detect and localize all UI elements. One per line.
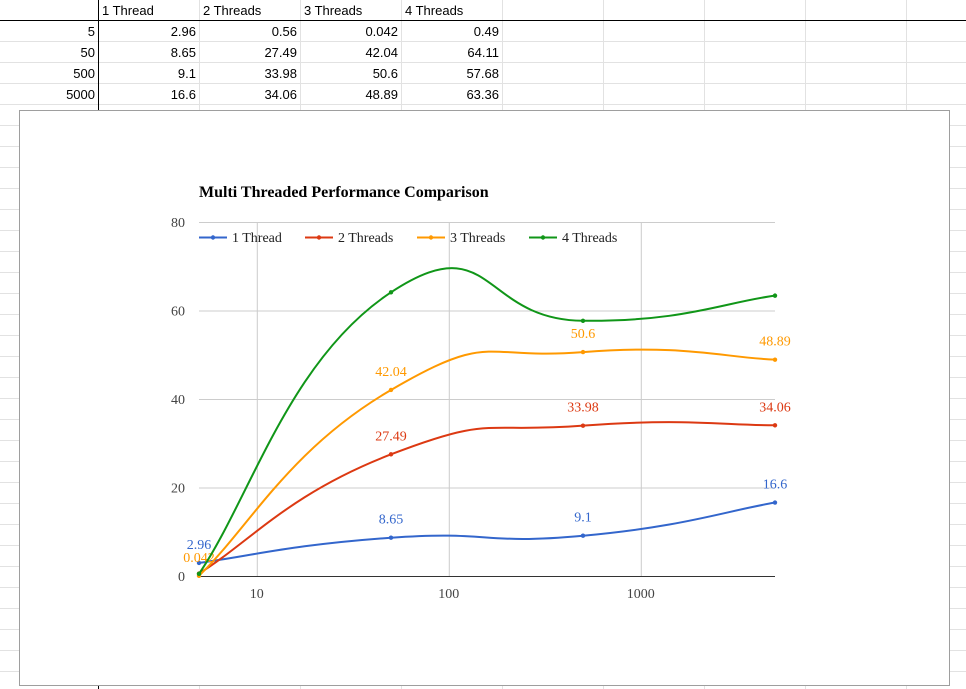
table-cell[interactable]: 0.49 (474, 24, 499, 39)
table-cell[interactable]: 48.89 (365, 87, 398, 102)
data-point (580, 533, 586, 538)
data-label: 48.89 (759, 335, 791, 350)
data-point (772, 293, 778, 298)
data-label: 42.04 (375, 365, 407, 380)
table-cell[interactable]: 27.49 (264, 45, 297, 60)
data-label: 50.6 (571, 327, 596, 342)
column-header[interactable]: 2 Threads (203, 3, 262, 18)
data-label: 9.1 (574, 511, 592, 526)
column-header[interactable]: 4 Threads (405, 3, 464, 18)
table-cell[interactable]: 500 (73, 66, 95, 81)
data-point (580, 318, 586, 323)
y-tick-label: 40 (171, 393, 185, 408)
x-tick-label: 10 (250, 587, 264, 602)
data-label: 2.96 (187, 538, 212, 553)
series-line-4 (198, 267, 776, 575)
chart-title: Multi Threaded Performance Comparison (199, 184, 489, 201)
y-tick-label: 60 (171, 305, 185, 320)
y-tick-label: 80 (171, 216, 185, 231)
data-point (388, 290, 394, 295)
x-tick-label: 1000 (627, 587, 655, 602)
data-point (388, 535, 394, 540)
legend-item[interactable]: 3 Threads (417, 231, 505, 246)
table-cell[interactable]: 5000 (66, 87, 95, 102)
legend-marker (540, 235, 546, 240)
table-cell[interactable]: 2.96 (171, 24, 196, 39)
table-cell[interactable]: 16.6 (171, 87, 196, 102)
table-cell[interactable]: 33.98 (264, 66, 297, 81)
column-header[interactable]: 1 Thread (102, 3, 154, 18)
series-line-3 (198, 348, 776, 577)
data-point (772, 357, 778, 362)
table-cell[interactable]: 50.6 (373, 66, 398, 81)
legend-item[interactable]: 1 Thread (199, 231, 282, 246)
table-cell[interactable]: 0.042 (365, 24, 398, 39)
data-point (580, 349, 586, 355)
chart-panel[interactable]: Multi Threaded Performance Comparison 0 2… (19, 110, 950, 686)
legend-label: 4 Threads (562, 231, 617, 246)
legend-item[interactable]: 4 Threads (529, 231, 617, 246)
table-cell[interactable]: 50 (81, 45, 95, 60)
legend-label: 3 Threads (450, 231, 505, 246)
table-cell[interactable]: 57.68 (466, 66, 499, 81)
table-cell[interactable]: 63.36 (466, 87, 499, 102)
series-line-2 (198, 421, 776, 575)
legend-marker (210, 235, 216, 240)
data-point (388, 452, 394, 457)
x-tick-label: 100 (438, 587, 459, 602)
line-chart: Multi Threaded Performance Comparison 0 2… (171, 184, 791, 602)
data-point (196, 571, 202, 577)
chart-axes: 0 20 40 60 80 10 100 1000 (171, 216, 775, 602)
data-label: 16.6 (763, 478, 788, 493)
table-cell[interactable]: 8.65 (171, 45, 196, 60)
table-cell[interactable]: 0.56 (272, 24, 297, 39)
chart-legend[interactable]: 1 Thread 2 Threads 3 Threads 4 Threads (199, 231, 617, 246)
legend-marker (316, 235, 322, 240)
data-point (388, 387, 394, 393)
y-tick-label: 20 (171, 482, 185, 497)
series-line-1 (198, 501, 776, 564)
column-header[interactable]: 3 Threads (304, 3, 363, 18)
legend-label: 1 Thread (232, 231, 282, 246)
data-label: 34.06 (759, 400, 791, 415)
table-cell[interactable]: 64.11 (467, 45, 499, 60)
data-point (772, 500, 778, 505)
legend-marker (428, 235, 434, 240)
table-cell[interactable]: 9.1 (178, 66, 196, 81)
data-label: 27.49 (375, 429, 407, 444)
data-point (772, 423, 778, 428)
y-tick-label: 0 (178, 570, 185, 585)
data-label: 8.65 (379, 513, 404, 528)
data-label: 33.98 (567, 401, 599, 416)
table-cell[interactable]: 34.06 (264, 87, 297, 102)
legend-item[interactable]: 2 Threads (305, 231, 393, 246)
legend-label: 2 Threads (338, 231, 393, 246)
chart-gridlines (199, 222, 775, 576)
data-point (580, 423, 586, 428)
table-cell[interactable]: 42.04 (365, 45, 398, 60)
table-cell[interactable]: 5 (88, 24, 95, 39)
data-point (196, 560, 202, 566)
